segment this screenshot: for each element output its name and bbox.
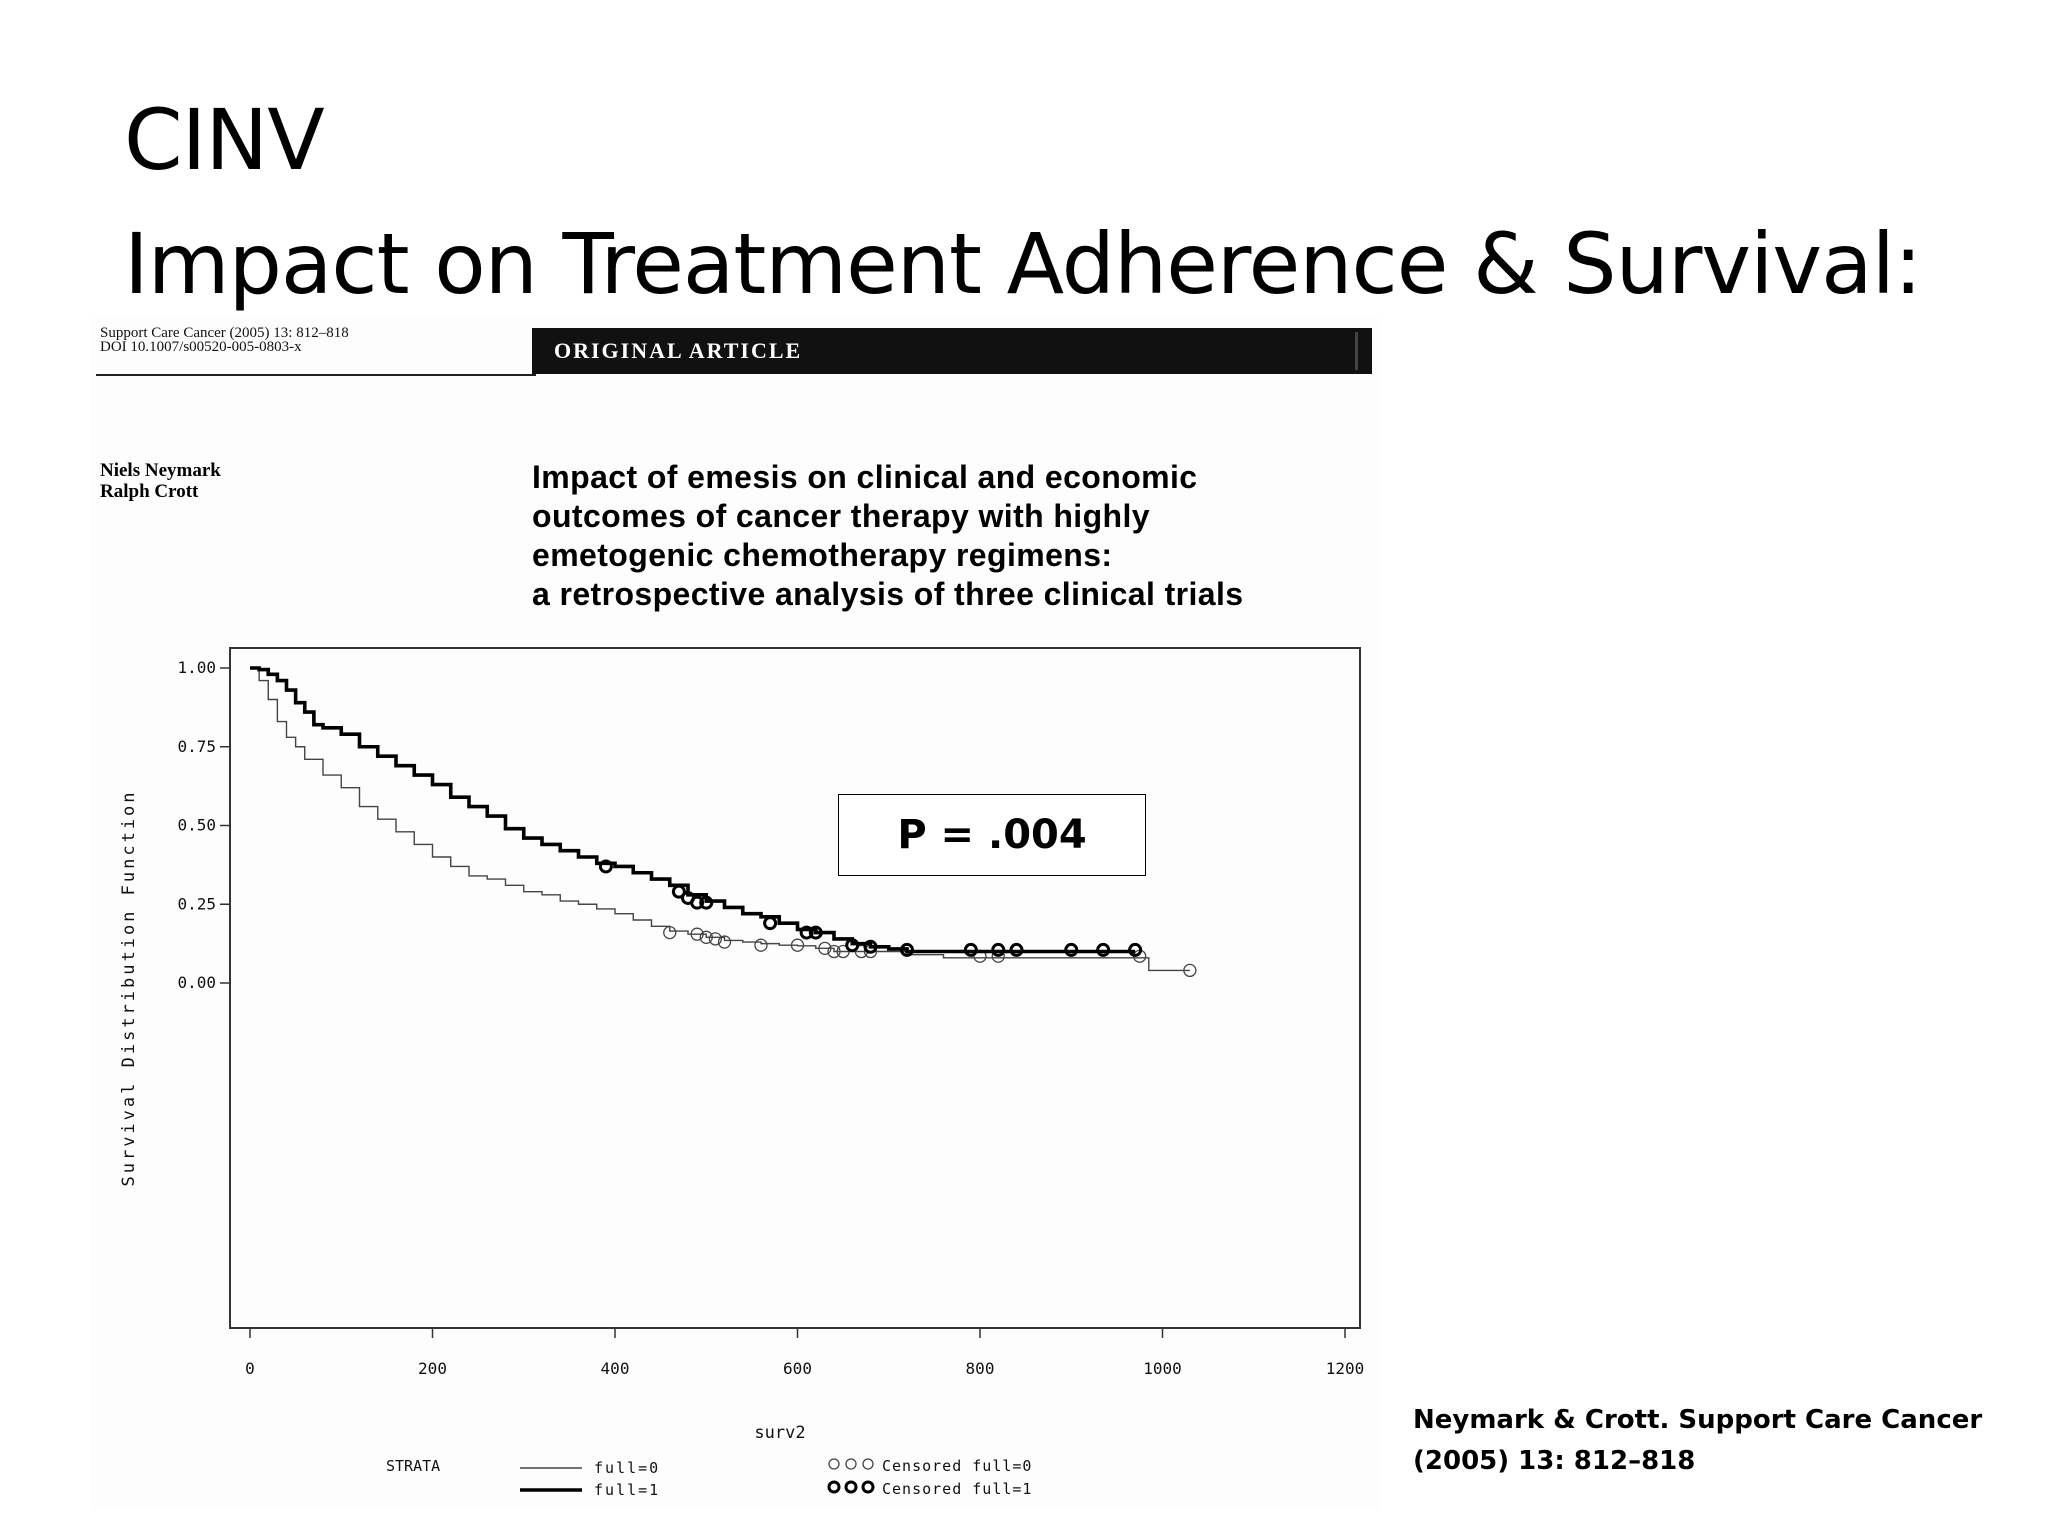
x-tick-label: 0 bbox=[245, 1359, 255, 1378]
plot-frame bbox=[229, 647, 1361, 1329]
y-tick-label: 0.00 bbox=[177, 973, 216, 992]
y-tick-label: 0.75 bbox=[177, 737, 216, 756]
x-tick-label: 800 bbox=[966, 1359, 995, 1378]
legend-censor-full0-mark bbox=[828, 1458, 840, 1470]
series-line-full0 bbox=[250, 667, 1190, 972]
header-rule bbox=[96, 374, 536, 376]
legend-label-full0: full=0 bbox=[594, 1459, 660, 1477]
article-title-line4: a retrospective analysis of three clinic… bbox=[532, 576, 1244, 612]
censor-mark-full1 bbox=[991, 942, 1006, 957]
x-tick-label: 1200 bbox=[1326, 1359, 1365, 1378]
censor-mark-full1 bbox=[763, 916, 778, 931]
article-title-line2: outcomes of cancer therapy with highly bbox=[532, 498, 1150, 534]
legend-label-censored-full1: Censored full=1 bbox=[882, 1480, 1032, 1498]
article-authors: Niels Neymark Ralph Crott bbox=[100, 460, 221, 502]
citation-line1: Neymark & Crott. Support Care Cancer bbox=[1413, 1405, 1983, 1435]
legend-censor-full0 bbox=[828, 1458, 874, 1470]
censor-mark-full1 bbox=[1064, 942, 1079, 957]
censor-mark-full1 bbox=[963, 942, 978, 957]
series-line-full1 bbox=[250, 666, 1136, 954]
censor-mark-full1 bbox=[598, 859, 613, 874]
legend: STRATA full=0 full=1 Censored full=0 Cen… bbox=[386, 1457, 1032, 1499]
p-value-text: P = .004 bbox=[897, 812, 1087, 858]
legend-censor-full1-mark bbox=[827, 1480, 841, 1494]
x-axis-label: surv2 bbox=[754, 1423, 805, 1443]
censor-mark-full1 bbox=[1128, 942, 1143, 957]
y-axis-ticks: 0.00 0.25 0.50 0.75 1.00 bbox=[177, 658, 230, 992]
censor-mark-full0 bbox=[827, 944, 841, 959]
p-value-annotation: P = .004 bbox=[838, 794, 1146, 876]
legend-censor-full0-mark bbox=[862, 1458, 874, 1470]
censor-mark-full1 bbox=[845, 938, 860, 953]
km-survival-chart: Survival Distribution Function surv2 0 20… bbox=[119, 647, 1364, 1499]
censor-mark-full1 bbox=[699, 895, 714, 910]
article-title-line1: Impact of emesis on clinical and economi… bbox=[532, 459, 1198, 495]
censor-mark-full0 bbox=[1183, 963, 1197, 978]
censor-mark-full0 bbox=[836, 944, 850, 959]
censor-mark-full1 bbox=[900, 942, 914, 957]
censor-mark-full0 bbox=[790, 938, 805, 952]
banner-label: ORIGINAL ARTICLE bbox=[554, 338, 803, 363]
censor-mark-full1 bbox=[863, 939, 878, 954]
legend-label-censored-full0: Censored full=0 bbox=[882, 1457, 1032, 1475]
legend-censor-full1-mark bbox=[844, 1480, 858, 1494]
censor-mark-full0 bbox=[818, 941, 832, 955]
censor-mark-full0 bbox=[717, 935, 732, 949]
journal-reference: Support Care Cancer (2005) 13: 812–818 DO… bbox=[100, 325, 349, 355]
slide-title: CINV Impact on Treatment Adherence & Surv… bbox=[124, 78, 1922, 326]
censor-mark-full0 bbox=[663, 925, 677, 940]
censor-mark-full0 bbox=[699, 930, 713, 944]
x-tick-label: 400 bbox=[601, 1359, 630, 1378]
article-type-banner: ORIGINAL ARTICLE bbox=[532, 328, 1372, 374]
y-tick-label: 0.25 bbox=[177, 894, 216, 913]
author-1: Niels Neymark bbox=[100, 460, 221, 481]
x-tick-label: 600 bbox=[783, 1359, 812, 1378]
legend-censor-full0-mark bbox=[845, 1458, 857, 1470]
banner-edge bbox=[1355, 332, 1358, 370]
x-axis-ticks: 0 200 400 600 800 1000 1200 bbox=[245, 1328, 1364, 1378]
y-axis-label: Survival Distribution Function bbox=[119, 789, 139, 1186]
legend-label-full1: full=1 bbox=[594, 1481, 660, 1499]
censor-mark-full1 bbox=[671, 884, 686, 899]
legend-censor-full1 bbox=[827, 1480, 875, 1494]
article-title-line3: emetogenic chemotherapy regimens: bbox=[532, 537, 1113, 573]
article-title: Impact of emesis on clinical and economi… bbox=[532, 458, 1380, 614]
citation-line2: (2005) 13: 812–818 bbox=[1413, 1446, 1696, 1476]
censor-mark-full1 bbox=[690, 895, 705, 910]
censor-mark-full1 bbox=[799, 925, 814, 940]
slide-title-line1: CINV bbox=[124, 91, 325, 189]
author-2: Ralph Crott bbox=[100, 481, 199, 502]
x-tick-label: 200 bbox=[418, 1359, 447, 1378]
censor-mark-full0 bbox=[708, 932, 723, 946]
slide-title-line2: Impact on Treatment Adherence & Survival… bbox=[124, 215, 1922, 313]
journal-doi: DOI 10.1007/s00520-005-0803-x bbox=[100, 339, 302, 355]
censor-mark-full0 bbox=[690, 927, 704, 941]
x-tick-label: 1000 bbox=[1143, 1359, 1182, 1378]
series-layer bbox=[250, 666, 1197, 978]
censor-mark-full1 bbox=[808, 925, 823, 940]
legend-title: STRATA bbox=[386, 1457, 440, 1475]
article-figure: Support Care Cancer (2005) 13: 812–818 DO… bbox=[90, 318, 1380, 1510]
censor-mark-full1 bbox=[1009, 942, 1024, 957]
legend-censor-full1-mark bbox=[861, 1480, 875, 1494]
censor-mark-full0 bbox=[754, 938, 768, 952]
y-tick-label: 1.00 bbox=[177, 658, 216, 677]
citation: Neymark & Crott. Support Care Cancer (200… bbox=[1413, 1400, 1982, 1482]
y-tick-label: 0.50 bbox=[177, 816, 216, 835]
censor-mark-full1 bbox=[1096, 942, 1111, 957]
journal-line1: Support Care Cancer (2005) 13: 812–818 bbox=[100, 325, 349, 341]
